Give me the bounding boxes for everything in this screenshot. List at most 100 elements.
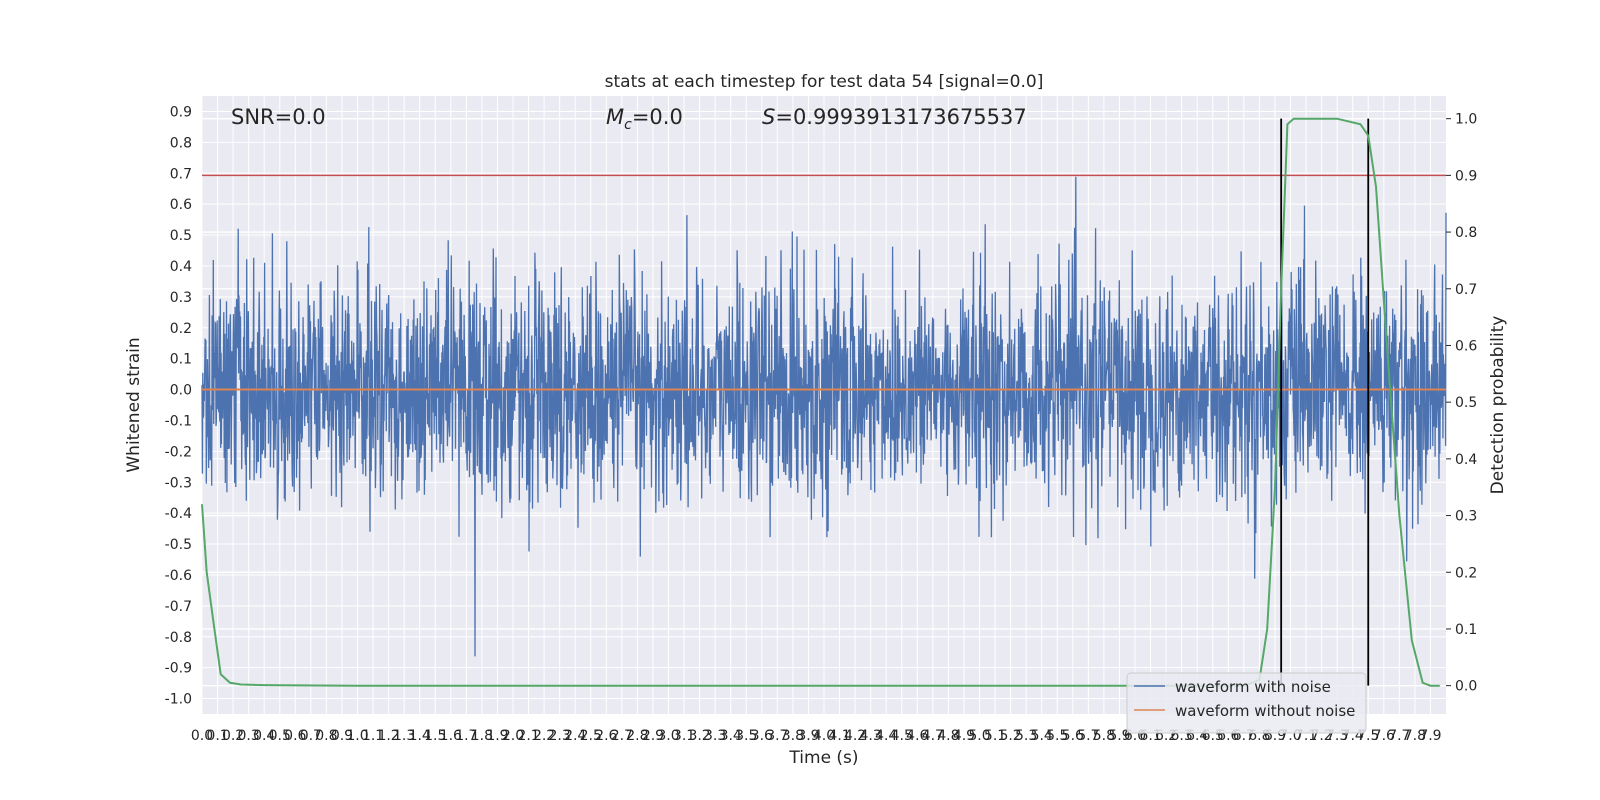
noise-trace [201,176,1447,657]
x-tick-label: 4.3 [860,728,882,744]
x-tick-label: 4.2 [844,728,866,744]
x-axis-label: Time (s) [788,748,858,768]
y-tick-label: -0.2 [165,444,192,460]
x-tick-label: 1.6 [440,728,462,744]
x-tick-label: 3.0 [657,728,679,744]
x-tick-label: 3.3 [704,728,726,744]
x-tick-label: 2.4 [564,728,586,744]
series-waveform-with-noise [201,176,1447,657]
x-tick-label: 1.3 [393,728,415,744]
x-tick-label: 1.9 [486,728,508,744]
event-lines [1280,118,1370,686]
y-tick-label: 0.9 [170,104,192,120]
x-tick-label: 4.7 [922,728,944,744]
x-tick-label: 2.0 [502,728,524,744]
x-tick-label: 4.4 [875,728,897,744]
y-tick-label: -0.1 [165,413,192,429]
y2-tick-label: 0.5 [1455,395,1477,411]
y-tick-labels: -1.0 -0.9 -0.8 -0.7 -0.6 -0.5 -0.4 -0.3 -0.2 -0.1… [165,104,192,707]
x-tick-label: 1.8 [471,728,493,744]
x-tick-label: 3.1 [673,728,695,744]
x-tick-label: 5.5 [1046,728,1068,744]
y2-tick-label: 0.0 [1455,679,1477,695]
x-tick-label: 5.4 [1031,728,1053,744]
x-tick-label: 0.7 [300,728,322,744]
y2-tick-label: 0.7 [1455,282,1477,298]
x-tick-label: 1.0 [346,728,368,744]
x-tick-label: 1.4 [409,728,431,744]
x-tick-label: 3.7 [766,728,788,744]
y-tick-label: -0.9 [165,661,192,677]
y-tick-label: -1.0 [165,692,192,708]
x-tick-label: 0.0 [191,728,213,744]
mc-value: =0.0 [632,105,683,129]
x-tick-label: 5.7 [1077,728,1099,744]
x-tick-label: 0.3 [238,728,260,744]
y-tick-label: 0.2 [170,321,192,337]
x-tick-label: 2.5 [580,728,602,744]
y-tick-label: -0.5 [165,537,192,553]
y-tick-label: -0.6 [165,568,192,584]
y-axis-label: Whitened strain [124,337,144,472]
x-tick-label: 3.6 [751,728,773,744]
y2-tick-label: 0.4 [1455,452,1477,468]
x-tick-label: 4.1 [828,728,850,744]
series-detection-probability [201,117,1440,687]
x-tick-label: 2.9 [642,728,664,744]
y2-axis-label: Detection probability [1488,316,1508,495]
x-tick-label: 0.4 [253,728,275,744]
y2-tick-labels: 0.0 0.1 0.2 0.3 0.4 0.5 0.6 0.7 0.8 0.9 1.0 [1446,112,1477,695]
x-tick-label: 2.8 [626,728,648,744]
x-tick-label: 1.5 [424,728,446,744]
y2-tick-label: 0.3 [1455,509,1477,525]
y-tick-label: 0.6 [170,197,192,213]
x-tick-label: 2.2 [533,728,555,744]
s-value: =0.9993913173675537 [775,105,1026,129]
x-tick-label: 2.1 [517,728,539,744]
x-tick-label: 4.0 [813,728,835,744]
legend-label-clean: waveform without noise [1175,702,1355,720]
y-tick-label: 0.4 [170,259,192,275]
x-tick-label: 2.6 [595,728,617,744]
x-tick-label: 0.5 [269,728,291,744]
y2-tick-label: 1.0 [1455,112,1477,128]
x-tick-label: 5.2 [999,728,1021,744]
mc-symbol: M [606,105,624,129]
x-tick-label: 3.2 [688,728,710,744]
x-tick-label: 0.2 [222,728,244,744]
x-tick-label: 1.2 [377,728,399,744]
legend-box [1126,672,1367,734]
x-tick-label: 3.8 [782,728,804,744]
legend: waveform with noise waveform without noi… [1126,672,1367,734]
x-tick-label: 5.9 [1108,728,1130,744]
x-tick-label: 0.1 [206,728,228,744]
x-tick-label: 1.7 [455,728,477,744]
x-tick-label: 2.3 [549,728,571,744]
y-tick-label: 0.3 [170,290,192,306]
x-tick-label: 7.8 [1404,728,1426,744]
y2-tick-label: 0.6 [1455,338,1477,354]
x-tick-label: 5.1 [984,728,1006,744]
x-tick-label: 0.8 [315,728,337,744]
x-tick-label: 0.6 [284,728,306,744]
legend-label-noise: waveform with noise [1175,678,1331,696]
x-tick-label: 5.6 [1062,728,1084,744]
y-tick-label: -0.4 [165,506,192,522]
y2-tick-label: 0.1 [1455,622,1477,638]
chart-title: stats at each timestep for test data 54 … [605,72,1044,92]
y-tick-label: 0.8 [170,135,192,151]
x-tick-label: 3.4 [720,728,742,744]
annotation-s: S=0.9993913173675537 [762,105,1027,129]
x-tick-label: 1.1 [362,728,384,744]
s-symbol: S [762,105,775,129]
x-tick-label: 5.3 [1015,728,1037,744]
y-tick-label: 0.5 [170,228,192,244]
x-tick-label: 4.5 [891,728,913,744]
x-tick-label: 4.8 [937,728,959,744]
x-tick-label: 4.9 [953,728,975,744]
y2-tick-label: 0.8 [1455,225,1477,241]
y2-tick-label: 0.9 [1455,168,1477,184]
x-tick-label: 3.5 [735,728,757,744]
x-tick-label: 7.7 [1388,728,1410,744]
